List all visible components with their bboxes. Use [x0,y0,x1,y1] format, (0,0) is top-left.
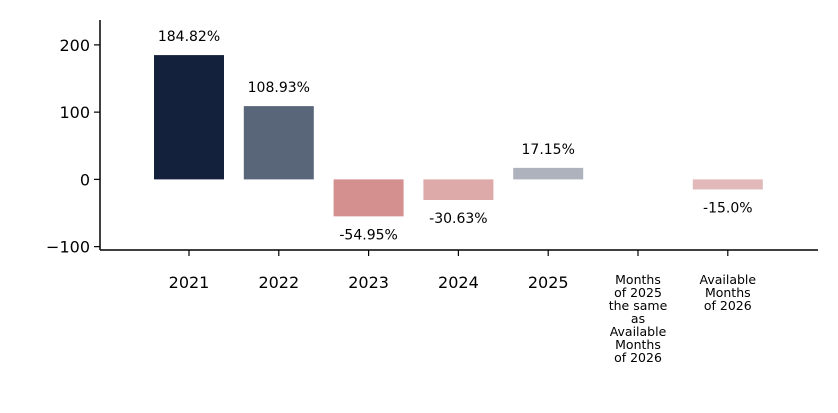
data-labels-group: 184.82% 108.93% -54.95% -30.63% 17.15% -15.0% [158,29,753,243]
x-tick-label-3: 2024 [438,273,479,292]
bar-2 [333,179,404,217]
x-tick-label-4: 2025 [528,273,569,292]
data-label-2: -54.95% [339,227,397,243]
bar-0 [154,55,224,180]
y-tick-label-3: 200 [59,36,90,55]
data-label-0: 184.82% [158,29,220,45]
data-label-6: -15.0% [703,200,753,216]
data-label-4: 17.15% [522,142,575,158]
bar-6 [692,179,763,190]
x-tick-label-6: Available Months of 2026 [700,272,757,313]
x-tick-label-2: 2023 [348,273,389,292]
x-tick-label-5: Months of 2025 the same as Available Months of… [609,272,668,365]
y-tick-label-1: 0 [80,170,90,189]
x-ticks-group: 2021 2022 2023 2024 2025 Months of 2025 the sam… [169,250,757,365]
y-tick-label-0: −100 [46,238,90,257]
x-tick-label-1: 2022 [258,273,299,292]
y-tick-label-2: 100 [59,103,90,122]
bar-1 [243,106,314,180]
x-tick-label-0: 2021 [169,273,210,292]
bar-3 [423,179,494,200]
bars-group [154,55,763,217]
y-ticks-group: −100 0 100 200 [46,36,100,257]
data-label-1: 108.93% [248,80,310,96]
data-label-3: -30.63% [429,211,487,227]
bar-4 [513,167,584,180]
